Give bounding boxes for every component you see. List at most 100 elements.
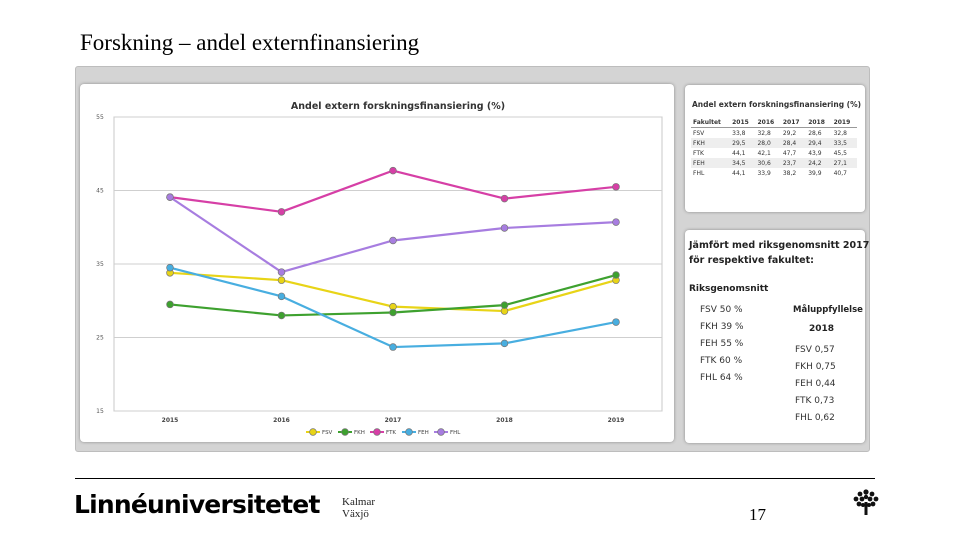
maluppfyllelse-list: FSV 0,57 FKH 0,75 FEH 0,44 FTK 0,73 FHL 0,62: [795, 342, 836, 427]
table-header-1: 2015: [730, 118, 756, 128]
table-cell: 44,1: [732, 149, 746, 157]
x-tick-label: 2018: [496, 417, 513, 424]
data-point-ftk: [389, 166, 397, 175]
maluppfyllelse-year: 2018: [809, 324, 835, 334]
riksgenomsnitt-item: FHL 64 %: [700, 373, 743, 383]
riksgenomsnitt-list: FSV 50 % FKH 39 % FEH 55 % FTK 60 % FHL 64 %: [700, 302, 744, 387]
data-point-fkh: [166, 300, 174, 309]
table-row: FKH 29,5 28,0 28,4 29,4 33,5: [691, 138, 857, 148]
comparison-panel: Jämfört med riksgenomsnitt 2017 för resp…: [685, 230, 870, 443]
data-point-fkh: [500, 301, 509, 309]
legend-marker-feh: [405, 428, 413, 436]
data-point-fkh: [277, 311, 286, 320]
table-cell: 28,6: [808, 129, 822, 137]
slide-title: Forskning – andel externfinansiering: [80, 30, 420, 55]
data-point-fhl: [166, 193, 174, 201]
table-row-label: FEH: [691, 158, 731, 168]
table-cell: 39,9: [808, 169, 822, 177]
data-point-fhl: [500, 224, 509, 232]
data-point-ftk: [277, 208, 286, 216]
table-cell: 27,1: [831, 158, 857, 168]
riksgenomsnitt-item: FSV 50 %: [700, 305, 743, 315]
data-point-feh: [277, 292, 286, 301]
legend-marker-ftk: [373, 428, 381, 436]
data-point-feh: [166, 263, 174, 272]
maluppfyllelse-item: FKH 0,75: [795, 362, 836, 372]
table-cell: 45,5: [833, 149, 847, 157]
data-table-panel: Andel extern forskningsfinansiering (%) …: [685, 85, 865, 212]
y-tick-label: 55: [96, 114, 104, 121]
table-cell: 23,7: [780, 158, 807, 168]
maluppfyllelse-item: FSV 0,57: [795, 345, 835, 355]
maluppfyllelse-item: FEH 0,44: [795, 379, 836, 389]
y-tick-label: 15: [96, 408, 104, 415]
legend-label: FKH: [354, 430, 365, 436]
comparison-title-line1: Jämfört med riksgenomsnitt 2017: [689, 240, 870, 251]
table-header-2: 2016: [755, 118, 781, 128]
data-point-feh: [389, 343, 397, 351]
table-cell: 29,2: [782, 129, 797, 137]
maluppfyllelse-heading: Måluppfyllelse: [793, 305, 863, 315]
riksgenomsnitt-heading: Riksgenomsnitt: [689, 284, 769, 294]
table-cell: 32,8: [757, 129, 771, 137]
table-cell: 47,7: [782, 149, 797, 157]
table-header-0: Fakultet: [691, 118, 731, 128]
page-number: 17: [749, 505, 766, 524]
table-row: FEH 34,5 30,6 23,7 24,2 27,1: [691, 158, 857, 168]
table-header-4: 2018: [806, 118, 832, 128]
legend-marker-fkh: [341, 428, 349, 436]
data-table: Fakultet 2015 2016 2017 2018 2019 FSV 33,8 32,8…: [691, 118, 857, 178]
table-cell: 32,8: [833, 129, 847, 137]
data-point-feh: [612, 318, 620, 326]
data-point-fhl: [389, 236, 397, 245]
x-tick-label: 2015: [162, 417, 179, 424]
data-point-fsv: [277, 276, 286, 284]
y-tick-label: 45: [96, 188, 104, 195]
table-cell: 42,1: [757, 149, 771, 157]
table-cell: 34,5: [730, 158, 756, 168]
table-header-3: 2017: [780, 118, 807, 128]
comparison-title: Jämfört med riksgenomsnitt 2017 för resp…: [689, 238, 870, 268]
legend-label: FSV: [322, 430, 333, 436]
table-cell: 24,2: [806, 158, 832, 168]
maluppfyllelse-item: FHL 0,62: [795, 413, 835, 423]
table-cell: 33,8: [732, 129, 746, 137]
table-cell: 29,4: [806, 138, 832, 148]
legend-label: FTK: [386, 430, 396, 436]
table-row-label: FKH: [691, 138, 731, 148]
table-cell: 43,9: [808, 149, 822, 157]
table-cell: 28,4: [780, 138, 807, 148]
table-row-label: FTK: [693, 149, 704, 157]
legend-marker-fhl: [437, 428, 445, 436]
legend-marker-fsv: [309, 428, 317, 436]
footer-divider: [75, 478, 875, 479]
table-cell: 33,9: [757, 169, 771, 177]
chart-title: Andel extern forskningsfinansiering (%): [291, 101, 505, 112]
table-cell: 28,0: [755, 138, 781, 148]
table-header-5: 2019: [831, 118, 857, 128]
campus-vaxjo: Växjö: [342, 508, 369, 520]
riksgenomsnitt-item: FTK 60 %: [700, 356, 743, 366]
data-point-fkh: [389, 308, 397, 317]
table-row-label: FHL: [693, 169, 705, 177]
campus-names: Kalmar Växjö: [342, 496, 375, 520]
campus-kalmar: Kalmar: [342, 496, 375, 508]
y-tick-label: 25: [96, 335, 104, 342]
brand-wordmark: Linnéuniversitetet: [74, 490, 320, 519]
maluppfyllelse-item: FTK 0,73: [795, 396, 835, 406]
data-point-fhl: [612, 218, 620, 226]
tree-logo-icon: [853, 489, 879, 515]
riksgenomsnitt-item: FEH 55 %: [700, 339, 744, 349]
line-chart-panel: Andel extern forskningsfinansiering (%) 1…: [80, 84, 674, 442]
table-cell: 29,5: [730, 138, 756, 148]
riksgenomsnitt-item: FKH 39 %: [700, 322, 744, 332]
data-point-fhl: [277, 268, 286, 276]
x-tick-label: 2016: [273, 417, 290, 424]
table-row: FSV 33,8 32,8 29,2 28,6 32,8: [691, 128, 857, 139]
line-chart: Andel extern forskningsfinansiering (%) 1…: [96, 101, 663, 436]
table-title: Andel extern forskningsfinansiering (%): [692, 100, 862, 109]
comparison-title-line2: för respektive fakultet:: [689, 255, 814, 266]
data-point-ftk: [612, 183, 620, 191]
data-point-fkh: [612, 271, 620, 279]
data-point-feh: [500, 339, 509, 348]
